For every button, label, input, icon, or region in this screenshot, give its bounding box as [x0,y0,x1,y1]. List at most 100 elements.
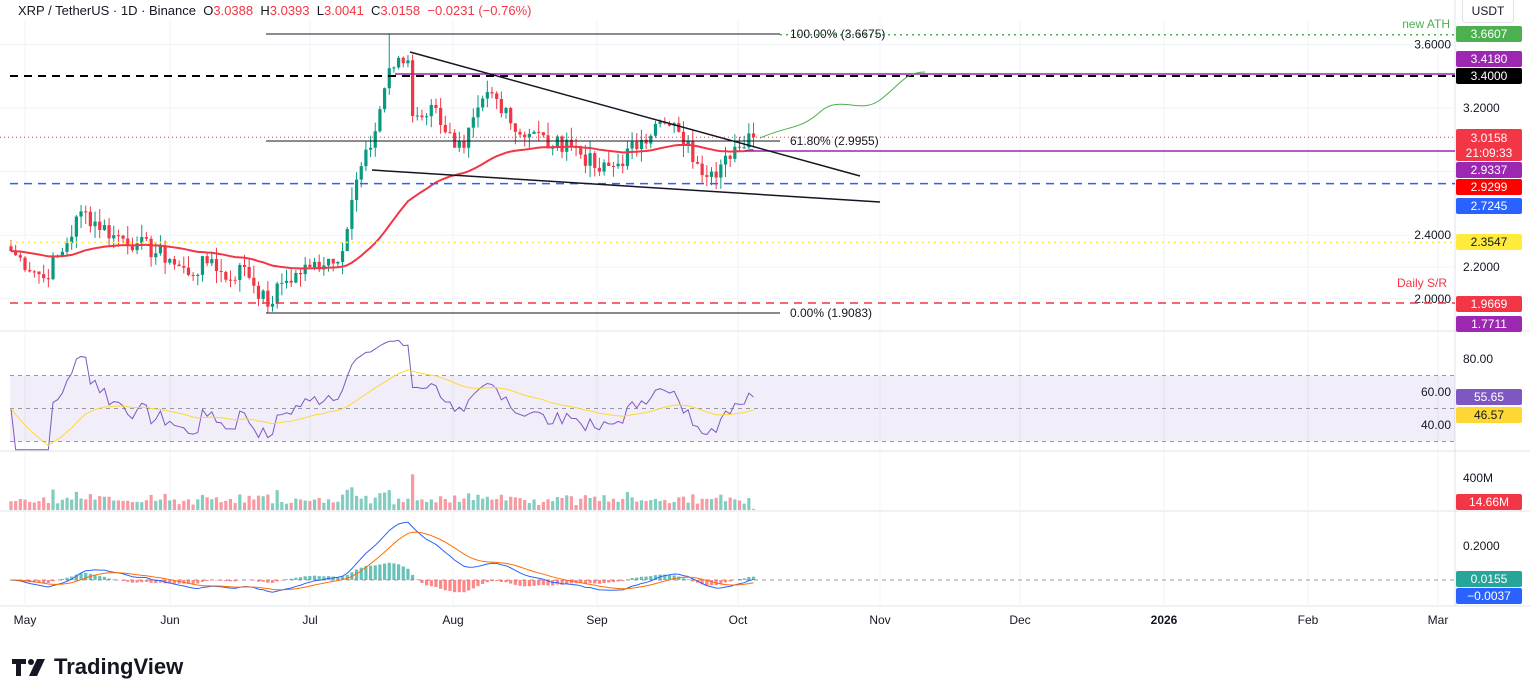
candle-body [481,98,485,108]
volume-bar [107,496,111,510]
macd-histogram-bar [635,577,639,580]
volume-bar [658,501,662,510]
candle-body [98,221,102,231]
candle-body [555,136,559,148]
ema-price-label: 2.9299 [1471,180,1508,194]
macd-histogram-bar [32,580,36,583]
macd-histogram-bar [719,580,723,584]
volume-bar [65,497,69,510]
candle-body [242,264,247,267]
rsi-tick-label: 60.00 [1421,385,1451,399]
volume-bar [471,499,475,510]
candle-body [144,237,149,239]
candle-body [649,135,653,144]
chart-canvas[interactable]: May Jun Jul Aug Sep Oct Nov Dec 2026 Feb Mar 3.6000… [0,0,1536,640]
tradingview-logo-icon [12,659,45,676]
macd-histogram-bar [579,580,583,584]
signal-value-label: −0.0037 [1467,589,1511,603]
macd-histogram-bar [289,578,293,580]
macd-histogram-bar [602,580,606,584]
macd-value-label: 0.0155 [1471,572,1508,586]
macd-histogram-bar [425,580,429,586]
macd-histogram-bar [149,580,153,583]
candle-body [177,264,181,267]
tradingview-logo[interactable]: TradingView [12,654,183,680]
candle-body [116,235,120,237]
rsi-line [10,339,754,451]
volume-bar [565,495,569,510]
fib-label: 100.00% (3.6675) [790,27,885,41]
volume-bar [569,496,573,510]
change-value: −0.0231 (−0.76%) [427,3,532,18]
volume-bar [495,498,499,510]
candle-body [331,258,335,264]
resistance-price-label: 3.4180 [1471,52,1508,66]
macd-histogram-bar [298,577,303,580]
time-tick-label: Aug [442,613,463,627]
volume-bar [303,500,307,510]
macd-histogram-bar [359,567,363,580]
candle-body [705,175,709,177]
low-level-label-bg [1456,316,1522,332]
volume-bar [340,494,345,510]
volume-bar [14,501,18,510]
candle-body [677,123,681,132]
volume-bar [425,501,429,510]
candle-body [579,147,583,155]
candle-body [513,123,517,132]
volume-bar [560,498,564,510]
candle-body [751,133,756,138]
candle-body [448,132,452,134]
volume-bar [583,495,587,510]
last-price-label: 3.0158 [1471,131,1508,145]
countdown-label: 21:09:33 [1466,146,1513,160]
volume-bar [733,499,737,510]
candle-body [681,131,686,145]
volume-bar [196,499,200,510]
volume-bar [266,494,270,510]
volume-bar [378,493,382,510]
volume-bar [126,500,130,510]
volume-bar [345,489,349,510]
candle-body [266,290,270,307]
macd-histogram-bar [490,580,494,582]
signal-value-label-bg [1456,588,1522,604]
ema-price-label-bg [1456,179,1522,195]
macd-histogram-bar [541,580,545,586]
candle-body [453,132,457,148]
macd-histogram-bar [196,580,200,584]
volume-bar [467,493,471,510]
macd-histogram-bar [709,580,714,586]
volume-bar [177,504,181,510]
volume-bar [289,502,293,510]
macd-histogram-bar [663,574,667,580]
volume-bar [275,490,279,510]
candle-body [373,131,377,148]
volume-bar [130,502,135,510]
candle-body [256,285,261,299]
volume-bar [420,499,424,510]
macd-histogram-bar [121,580,125,581]
macd-histogram-bar [378,564,382,580]
candle-body [336,262,340,264]
candle-body [382,88,387,110]
macd-histogram-bar [107,578,111,580]
volume-bar [280,502,284,510]
rsi-value-label: 55.65 [1474,390,1504,404]
candle-body [635,141,639,150]
currency-button[interactable]: USDT [1462,0,1514,23]
candle-body [504,108,508,114]
triangle-upper-line [409,51,861,177]
volume-bar [336,501,340,510]
rsi-tick-label: 80.00 [1463,352,1493,366]
macd-histogram-bar [392,563,396,580]
time-tick-label: Oct [729,613,748,627]
candle-body [191,274,195,276]
ema-line [10,143,754,270]
macd-histogram-bar [588,580,592,584]
rsi-value-label-bg [1456,389,1522,405]
candle-body [74,216,78,237]
candle-body [294,272,298,283]
macd-histogram-bar [728,580,732,582]
